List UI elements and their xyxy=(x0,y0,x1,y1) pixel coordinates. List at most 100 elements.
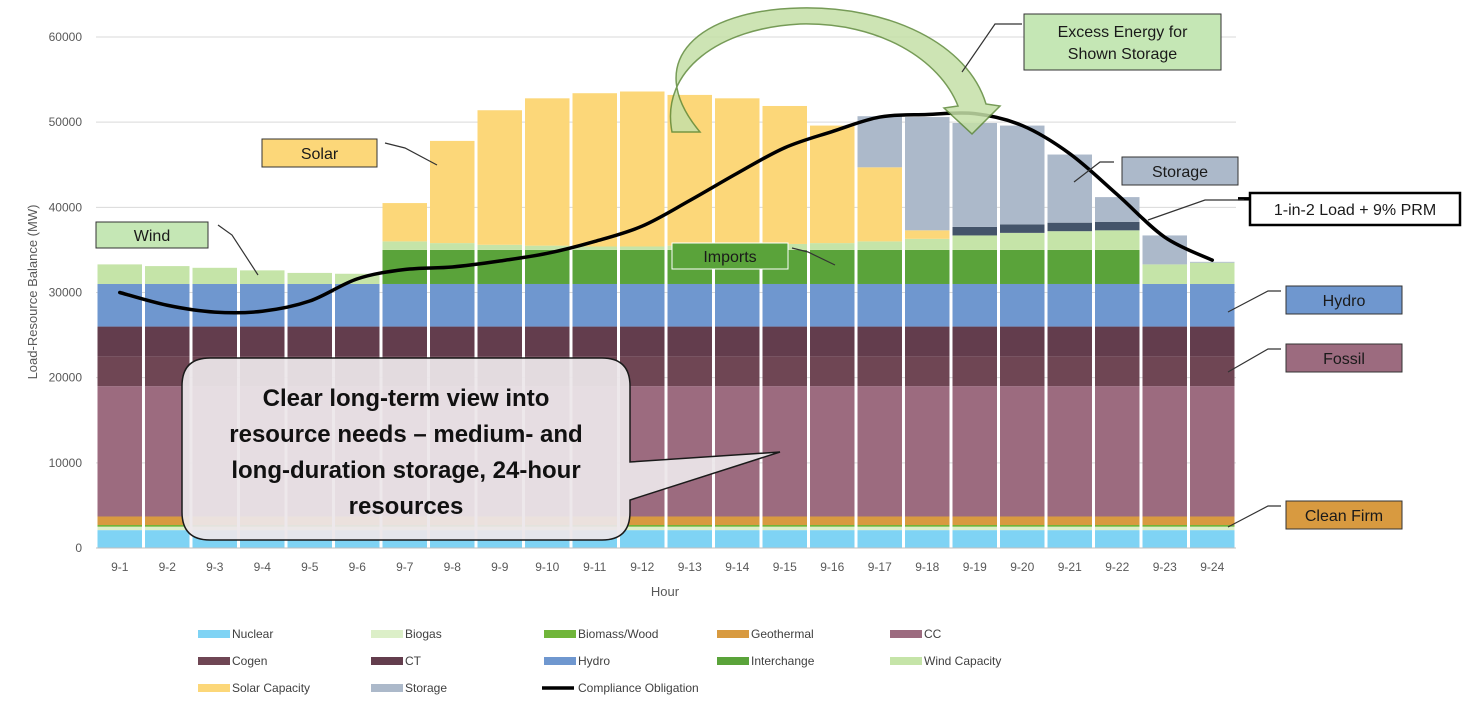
y-tick-label: 20000 xyxy=(49,371,83,385)
bar-segment-ct xyxy=(382,326,427,357)
bar-segment-geothermal xyxy=(857,516,902,526)
legend-label: Wind Capacity xyxy=(924,654,1001,668)
bar-segment-geothermal xyxy=(97,516,142,526)
legend-label: Biomass/Wood xyxy=(578,627,658,641)
bar-segment-cogen xyxy=(810,356,855,387)
excess-energy-callout-box xyxy=(1023,13,1222,71)
x-tick-label: 9-16 xyxy=(820,560,844,574)
bar-segment-ct xyxy=(430,326,475,357)
bar-segment-cc xyxy=(715,386,760,517)
load-callout-box xyxy=(1248,191,1462,227)
bar-segment-hydro xyxy=(810,283,855,327)
bar-segment-nuclear xyxy=(1000,530,1045,548)
load-callout: 1-in-2 Load + 9% PRM xyxy=(1248,191,1462,227)
bar-segment-nuclear xyxy=(145,530,190,548)
clean-firm-callout: Clean Firm xyxy=(1285,500,1403,530)
x-tick-label: 9-7 xyxy=(396,560,414,574)
legend-item-geothermal: Geothermal xyxy=(717,627,814,641)
bar-segment-biomass-wood xyxy=(905,525,950,527)
imports-leader xyxy=(791,247,836,266)
legend-swatch xyxy=(198,657,230,665)
x-tick-label: 9-6 xyxy=(349,560,367,574)
bar-segment-storage-dark xyxy=(1095,221,1140,231)
y-axis-title: Load-Resource Balance (MW) xyxy=(25,205,40,380)
legend-swatch xyxy=(198,630,230,638)
bar-segment-biogas xyxy=(905,526,950,531)
y-tick-label: 0 xyxy=(75,541,82,555)
legend-swatch xyxy=(717,657,749,665)
bar-segment-wind-capacity xyxy=(525,245,570,250)
bar-segment-interchange xyxy=(952,249,997,284)
bar-segment-hydro xyxy=(240,283,285,327)
x-tick-label: 9-5 xyxy=(301,560,319,574)
bar-segment-nuclear xyxy=(857,530,902,548)
legend-label: Cogen xyxy=(232,654,267,668)
legend-swatch xyxy=(544,657,576,665)
bar-segment-wind-capacity xyxy=(240,270,285,284)
y-tick-label: 40000 xyxy=(49,200,83,214)
legend-swatch xyxy=(371,630,403,638)
fossil-callout-box xyxy=(1285,343,1403,373)
legend-label: Interchange xyxy=(751,654,815,668)
legend-swatch xyxy=(198,684,230,692)
bar-segment-wind-capacity xyxy=(810,243,855,250)
bar-segment-hydro xyxy=(1142,283,1187,327)
bar-segment-cogen xyxy=(857,356,902,387)
bar-segment-wind-capacity xyxy=(905,238,950,250)
bar-segment-hydro xyxy=(857,283,902,327)
x-tick-label: 9-22 xyxy=(1105,560,1129,574)
bar-segment-wind-capacity xyxy=(287,272,332,284)
bar-segment-biomass-wood xyxy=(1190,525,1235,527)
bar-segment-storage-dark xyxy=(1000,224,1045,233)
bar-segment-cogen xyxy=(1000,356,1045,387)
bar-segment-geothermal xyxy=(620,516,665,526)
hydro-callout-box xyxy=(1285,285,1403,315)
legend-label: Storage xyxy=(405,681,447,695)
excess-energy-arrow xyxy=(669,7,1002,136)
bar-segment-hydro xyxy=(382,283,427,327)
bar-segment-ct xyxy=(1190,326,1235,357)
load-leader xyxy=(1147,199,1244,221)
legend-swatch xyxy=(371,657,403,665)
bar-segment-cc xyxy=(810,386,855,517)
bar-segment-storage xyxy=(905,117,950,231)
x-tick-label: 9-8 xyxy=(444,560,462,574)
fossil-leader xyxy=(1227,348,1281,373)
bar-segment-wind-capacity xyxy=(145,266,190,284)
bar-segment-geothermal xyxy=(1047,516,1092,526)
bar-segment-interchange xyxy=(1000,249,1045,284)
legend-label: Geothermal xyxy=(751,627,814,641)
imports-callout-text: Imports xyxy=(703,249,756,266)
bar-segment-interchange xyxy=(905,249,950,284)
bar-segment-geothermal xyxy=(1095,516,1140,526)
bar-segment-hydro xyxy=(1047,283,1092,327)
bar-segment-ct xyxy=(1142,326,1187,357)
storage-callout: Storage xyxy=(1121,156,1239,186)
bar-segment-hydro xyxy=(905,283,950,327)
bar-segment-solar-capacity xyxy=(810,125,855,244)
bar-segment-biogas xyxy=(952,526,997,531)
x-tick-label: 9-14 xyxy=(725,560,749,574)
big-callout-bubble xyxy=(181,357,781,541)
storage-callout-box xyxy=(1121,156,1239,186)
legend-item-cc: CC xyxy=(890,627,942,641)
bar-segment-cc xyxy=(1000,386,1045,517)
bar-segment-hydro xyxy=(335,283,380,327)
bar-segment-biogas xyxy=(810,526,855,531)
bar-segment-cc xyxy=(952,386,997,517)
bar-segment-wind-capacity xyxy=(97,264,142,284)
bar-segment-storage xyxy=(1190,261,1235,263)
bar-segment-interchange xyxy=(477,249,522,284)
bar-segment-geothermal xyxy=(667,516,712,526)
legend-swatch xyxy=(544,630,576,638)
fossil-callout-text: Fossil xyxy=(1323,351,1365,368)
bar-segment-wind-capacity xyxy=(1095,230,1140,250)
bar-segment-ct xyxy=(762,326,807,357)
bar-segment-hydro xyxy=(572,283,617,327)
bar-segment-biomass-wood xyxy=(1142,525,1187,527)
legend-label: Biogas xyxy=(405,627,442,641)
bar-segment-ct xyxy=(667,326,712,357)
bar-segment-nuclear xyxy=(905,530,950,548)
bar-segment-biomass-wood xyxy=(97,525,142,527)
bar-segment-solar-capacity xyxy=(430,140,475,244)
